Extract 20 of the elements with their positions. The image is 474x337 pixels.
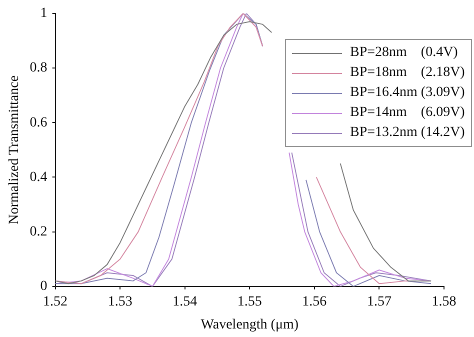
x-tick-label: 1.52 bbox=[43, 294, 68, 310]
x-tick-label: 1.53 bbox=[108, 294, 132, 310]
legend-label: BP=14nm (6.09V) bbox=[350, 105, 465, 122]
y-tick-label: 0 bbox=[40, 279, 48, 294]
legend-label: BP=18nm (2.18V) bbox=[350, 65, 465, 82]
y-tick-label: 0.6 bbox=[30, 115, 48, 130]
x-tick-label: 1.55 bbox=[237, 294, 262, 310]
legend-label: BP=28nm (0.4V) bbox=[350, 45, 458, 62]
y-tick-label: 0.4 bbox=[30, 170, 48, 185]
x-tick-label: 1.56 bbox=[302, 294, 327, 310]
x-tick-label: 1.54 bbox=[172, 294, 198, 310]
x-tick-label: 1.58 bbox=[432, 294, 456, 310]
x-tick-label: 1.57 bbox=[366, 294, 392, 310]
legend-label: BP=16.4nm (3.09V) bbox=[350, 85, 465, 102]
y-tick-label: 1 bbox=[40, 6, 48, 22]
x-axis-title: Wavelength (μm) bbox=[200, 317, 299, 332]
y-tick-label: 0.2 bbox=[30, 224, 48, 240]
y-tick-label: 0.8 bbox=[30, 60, 48, 76]
legend-label: BP=13.2nm (14.2V) bbox=[350, 125, 465, 142]
y-axis-title: Normalized Transmittance bbox=[7, 75, 22, 224]
